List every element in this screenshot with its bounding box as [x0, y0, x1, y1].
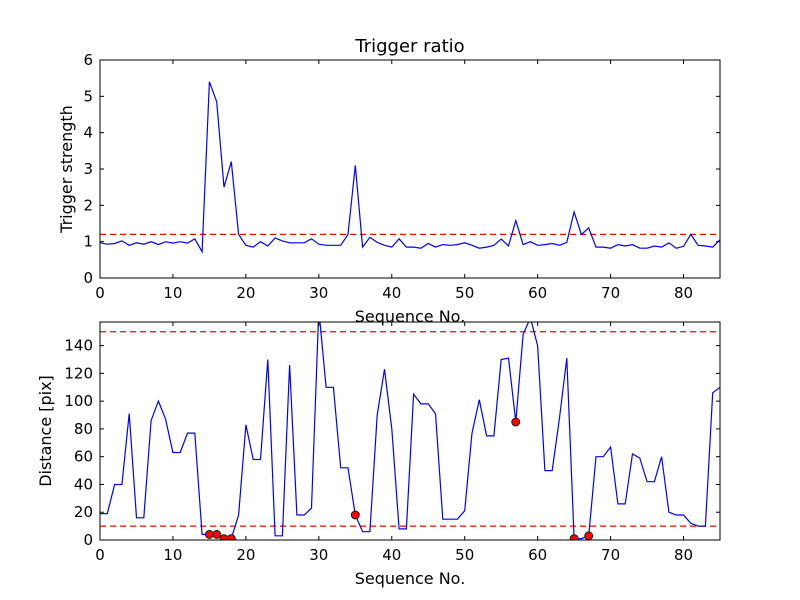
x-tick-label: 40 — [382, 546, 401, 564]
y-tick-label: 1 — [83, 233, 93, 251]
data-marker — [511, 417, 521, 427]
x-tick-label: 20 — [236, 284, 255, 302]
y-axis-label: Distance [pix] — [36, 375, 55, 487]
y-tick-label: 0 — [83, 269, 93, 287]
y-tick-label: 2 — [83, 196, 93, 214]
plot-frame — [99, 321, 721, 541]
y-tick-label: 60 — [74, 448, 93, 466]
y-tick-label: 40 — [74, 475, 93, 493]
x-tick-label: 60 — [528, 284, 547, 302]
x-tick-label: 30 — [309, 284, 328, 302]
x-tick-label: 30 — [309, 546, 328, 564]
y-tick-label: 20 — [74, 503, 93, 521]
y-tick-label: 4 — [83, 124, 93, 142]
y-tick-label: 120 — [64, 364, 93, 382]
y-tick-label: 5 — [83, 87, 93, 105]
chart-title: Trigger ratio — [354, 36, 464, 57]
plot-area — [100, 322, 720, 540]
x-axis-label: Sequence No. — [355, 307, 466, 326]
x-tick-label: 20 — [236, 546, 255, 564]
y-tick-label: 140 — [64, 337, 93, 355]
y-tick-label: 80 — [74, 420, 93, 438]
x-tick-label: 40 — [382, 284, 401, 302]
y-tick-label: 100 — [64, 392, 93, 410]
y-tick-label: 6 — [83, 51, 93, 69]
y-axis-label: Trigger strength — [57, 105, 76, 234]
data-marker — [226, 534, 236, 540]
x-tick-label: 70 — [601, 546, 620, 564]
x-tick-label: 70 — [601, 284, 620, 302]
series-line-1 — [100, 81, 720, 254]
x-tick-label: 0 — [95, 284, 105, 302]
x-tick-label: 10 — [163, 546, 182, 564]
x-tick-label: 10 — [163, 284, 182, 302]
x-axis-label: Sequence No. — [355, 569, 466, 588]
data-marker — [584, 531, 594, 540]
data-marker — [569, 534, 579, 540]
x-tick-label: 80 — [674, 284, 693, 302]
data-marker — [205, 530, 214, 539]
x-tick-label: 50 — [455, 284, 474, 302]
x-tick-label: 50 — [455, 546, 474, 564]
series-line-1 — [100, 322, 720, 540]
y-tick-label: 0 — [83, 531, 93, 549]
data-marker — [350, 510, 360, 520]
chart-2: 0 10 20 30 40 50 60 70 80 0 20 40 60 80 100 120 140 Seque… — [36, 321, 721, 588]
data-marker — [212, 530, 222, 539]
x-tick-label: 80 — [674, 546, 693, 564]
chart-1: 0 10 20 30 40 50 60 70 80 0 1 2 3 4 5 6 Sequence No. Trig… — [57, 36, 721, 326]
x-tick-label: 60 — [528, 546, 547, 564]
plot-area — [100, 81, 720, 254]
y-tick-label: 3 — [83, 160, 93, 178]
x-tick-label: 0 — [95, 546, 105, 564]
